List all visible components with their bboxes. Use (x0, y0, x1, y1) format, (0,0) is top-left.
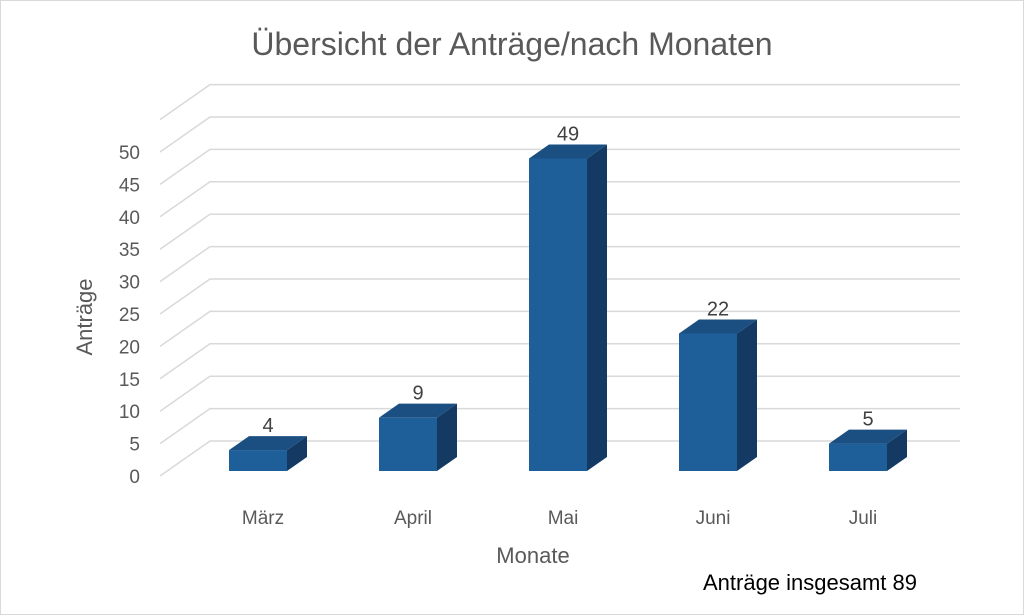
data-label: 4 (262, 415, 273, 437)
bar-front (379, 417, 437, 471)
bar-1 (229, 436, 307, 471)
y-tick-label: 10 (119, 402, 140, 423)
gridline (159, 310, 960, 348)
bar-2 (379, 403, 457, 471)
y-axis-title: Anträge (72, 278, 97, 356)
bar-front (529, 158, 587, 472)
y-tick-label: 50 (119, 143, 140, 164)
bar-side (287, 436, 307, 471)
bar-top (679, 319, 757, 334)
bar-top (529, 144, 607, 159)
x-tick-label: Juli (849, 508, 878, 529)
x-tick-label: März (242, 508, 284, 529)
bar-3 (529, 144, 607, 472)
y-tick-label: 25 (119, 305, 140, 326)
gridline (159, 181, 960, 218)
total-note: Anträge insgesamt 89 (702, 570, 918, 595)
y-tick-label: 20 (119, 337, 140, 358)
data-label: 9 (412, 383, 423, 405)
data-label: 5 (862, 409, 873, 431)
y-tick-label: 30 (119, 273, 140, 294)
bar-front (829, 443, 887, 471)
bar-side (437, 403, 457, 471)
chart-title: Übersicht der Anträge/nach Monaten (251, 26, 773, 62)
y-tick-label: 0 (129, 467, 140, 488)
x-tick-label: Juni (696, 508, 731, 529)
bar-front (679, 333, 737, 471)
data-label: 22 (707, 298, 729, 320)
y-tick-label: 45 (119, 175, 140, 196)
y-tick-label: 40 (119, 208, 140, 229)
gridline (159, 83, 960, 121)
gridline (159, 116, 960, 153)
bar-5 (829, 429, 907, 471)
bar-front (229, 450, 287, 471)
data-label: 49 (557, 123, 579, 145)
y-tick-label: 15 (119, 370, 140, 391)
gridline (159, 213, 960, 250)
gridline (159, 148, 960, 186)
x-tick-label: April (394, 508, 432, 529)
gridline (159, 278, 960, 315)
x-tick-label: Mai (548, 508, 579, 529)
bar-top (229, 436, 307, 451)
bar-side (587, 144, 607, 472)
y-tick-label: 35 (119, 240, 140, 261)
bar-top (379, 403, 457, 418)
y-tick-label: 5 (129, 435, 140, 456)
x-axis-title: Monate (496, 543, 570, 568)
bar-4 (679, 319, 757, 471)
bar-side (737, 319, 757, 471)
gridline (159, 245, 960, 283)
bar-top (829, 429, 907, 444)
bar-side (887, 429, 907, 471)
